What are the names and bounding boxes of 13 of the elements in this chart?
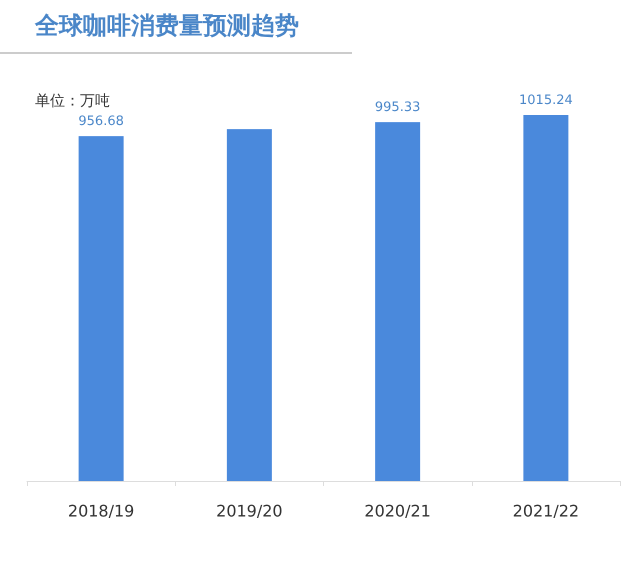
bar (226, 129, 272, 481)
data-label: 1015.24 (518, 93, 573, 108)
x-tick-label: 2019/20 (216, 502, 283, 520)
bar (375, 122, 420, 481)
chart-subtitle: 单位：万吨 (35, 92, 110, 110)
bar (523, 115, 568, 481)
chart-title: 全球咖啡消费量预测趋势 (34, 10, 299, 40)
data-label: 995.33 (374, 100, 420, 116)
bar (78, 136, 124, 481)
x-tick-label: 2021/22 (512, 502, 580, 520)
data-label: 956.68 (78, 114, 124, 130)
x-tick-label: 2020/21 (364, 502, 431, 520)
x-tick-label: 2018/19 (68, 502, 134, 520)
